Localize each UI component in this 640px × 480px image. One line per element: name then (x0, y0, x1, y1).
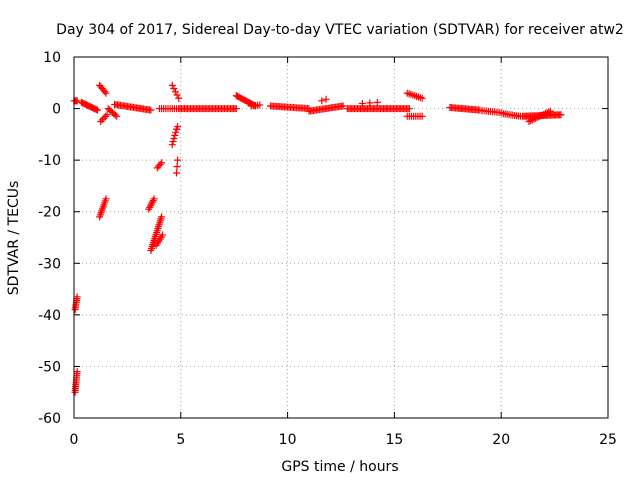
data-point (102, 112, 110, 120)
y-tick-label: 10 (43, 50, 61, 66)
grid-lines (74, 57, 608, 418)
data-point (147, 106, 155, 114)
data-point (525, 117, 533, 125)
data-point (256, 101, 264, 109)
data-point (158, 213, 166, 221)
data-point (538, 111, 546, 119)
data-point (527, 117, 535, 125)
data-point (171, 88, 179, 96)
y-tick-label: -20 (38, 205, 61, 221)
data-point (173, 91, 181, 99)
y-tick-label: -40 (38, 308, 61, 324)
y-tick-label: -50 (38, 359, 61, 375)
data-point (170, 134, 178, 142)
data-point (73, 97, 81, 105)
x-tick-label: 0 (70, 432, 79, 448)
data-point (528, 116, 536, 124)
data-point (322, 95, 330, 103)
data-point (174, 156, 182, 164)
data-point (546, 107, 554, 115)
data-point (111, 111, 119, 119)
data-point (535, 113, 543, 121)
data-point (418, 94, 426, 102)
plot-border (73, 56, 609, 419)
data-point (149, 197, 157, 205)
data-point (101, 88, 109, 96)
data-point (73, 368, 81, 376)
data-point (541, 110, 549, 118)
data-points (70, 81, 565, 396)
data-point (93, 106, 101, 114)
data-point (171, 131, 179, 139)
data-point (102, 195, 110, 203)
data-point (150, 195, 158, 203)
x-tick-label: 15 (385, 432, 403, 448)
x-tick-label: 25 (599, 432, 617, 448)
data-point (318, 97, 326, 105)
data-point (169, 138, 177, 146)
data-point (366, 99, 374, 107)
y-tick-label: -30 (38, 256, 61, 272)
data-point (543, 109, 551, 117)
data-point (159, 231, 167, 239)
data-point (175, 94, 183, 102)
data-point (100, 114, 108, 122)
data-point (373, 98, 381, 106)
data-point (73, 293, 81, 301)
data-point (540, 110, 548, 118)
data-point (173, 169, 181, 177)
data-point (536, 112, 544, 120)
data-point (418, 112, 426, 120)
data-point (158, 159, 166, 167)
y-axis-label: SDTVAR / TECUs (6, 181, 22, 296)
data-point (174, 123, 182, 131)
data-point (173, 163, 181, 171)
data-point (533, 113, 541, 121)
data-point (156, 160, 164, 168)
data-point (232, 105, 240, 113)
chart-title: Day 304 of 2017, Sidereal Day-to-day VTE… (56, 22, 624, 38)
y-tick-label: -60 (38, 411, 61, 427)
x-tick-label: 5 (176, 432, 185, 448)
data-point (172, 128, 180, 136)
x-tick-label: 10 (279, 432, 297, 448)
data-point (557, 111, 565, 119)
data-point (103, 111, 111, 119)
y-tick-label: 0 (52, 102, 61, 118)
data-point (113, 112, 121, 120)
data-point (97, 117, 105, 125)
data-point (168, 141, 176, 149)
data-point (358, 99, 366, 107)
data-point (170, 85, 178, 93)
data-point (98, 116, 106, 124)
data-point (405, 105, 413, 113)
data-point (168, 81, 176, 89)
axis-ticks: 0 5 10 15 20 25 -60 -50 -40 -30 -20 -10 0 10 (38, 50, 617, 448)
data-point (102, 89, 110, 97)
x-tick-label: 20 (492, 432, 510, 448)
data-point (545, 108, 553, 116)
y-tick-label: -10 (38, 153, 61, 169)
data-point (339, 102, 347, 110)
x-axis-label: GPS time / hours (281, 459, 398, 475)
data-point (530, 115, 538, 123)
data-point (532, 114, 540, 122)
